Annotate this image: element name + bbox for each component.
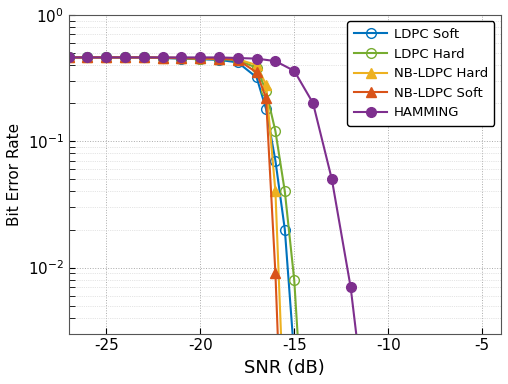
LDPC Hard bbox=[197, 56, 203, 61]
NB-LDPC Hard bbox=[84, 55, 90, 60]
NB-LDPC Soft bbox=[178, 56, 184, 60]
LDPC Hard bbox=[235, 58, 241, 62]
Legend: LDPC Soft, LDPC Hard, NB-LDPC Hard, NB-LDPC Soft, HAMMING: LDPC Soft, LDPC Hard, NB-LDPC Hard, NB-L… bbox=[347, 22, 494, 126]
NB-LDPC Soft bbox=[160, 55, 166, 60]
Line: NB-LDPC Soft: NB-LDPC Soft bbox=[64, 53, 290, 384]
HAMMING bbox=[347, 285, 354, 290]
NB-LDPC Soft bbox=[216, 56, 222, 61]
NB-LDPC Hard bbox=[272, 189, 278, 194]
HAMMING bbox=[329, 177, 335, 182]
NB-LDPC Hard bbox=[122, 55, 128, 60]
NB-LDPC Hard bbox=[216, 56, 222, 61]
HAMMING bbox=[235, 56, 241, 60]
LDPC Soft bbox=[272, 159, 278, 163]
NB-LDPC Hard bbox=[253, 63, 260, 67]
LDPC Soft bbox=[253, 75, 260, 79]
HAMMING bbox=[310, 101, 316, 106]
Line: HAMMING: HAMMING bbox=[64, 53, 374, 384]
LDPC Hard bbox=[272, 129, 278, 134]
LDPC Soft bbox=[216, 58, 222, 62]
LDPC Hard bbox=[141, 55, 147, 60]
NB-LDPC Hard bbox=[103, 55, 109, 60]
NB-LDPC Soft bbox=[84, 55, 90, 60]
Line: NB-LDPC Hard: NB-LDPC Hard bbox=[64, 53, 290, 384]
LDPC Hard bbox=[160, 56, 166, 60]
LDPC Soft bbox=[122, 55, 128, 60]
LDPC Soft bbox=[282, 227, 288, 232]
NB-LDPC Soft bbox=[235, 58, 241, 62]
LDPC Hard bbox=[103, 55, 109, 60]
LDPC Hard bbox=[122, 55, 128, 60]
NB-LDPC Soft bbox=[66, 55, 72, 60]
LDPC Hard bbox=[291, 278, 297, 282]
LDPC Soft bbox=[66, 55, 72, 60]
NB-LDPC Soft bbox=[197, 56, 203, 61]
Y-axis label: Bit Error Rate: Bit Error Rate bbox=[7, 122, 22, 226]
LDPC Hard bbox=[84, 55, 90, 60]
LDPC Soft bbox=[103, 55, 109, 60]
NB-LDPC Hard bbox=[263, 82, 269, 87]
Line: LDPC Hard: LDPC Hard bbox=[64, 53, 308, 384]
HAMMING bbox=[197, 55, 203, 60]
LDPC Soft bbox=[141, 55, 147, 60]
LDPC Hard bbox=[66, 55, 72, 60]
HAMMING bbox=[84, 55, 90, 60]
LDPC Soft bbox=[263, 107, 269, 111]
NB-LDPC Soft bbox=[263, 96, 269, 100]
LDPC Hard bbox=[282, 189, 288, 194]
LDPC Soft bbox=[84, 55, 90, 60]
HAMMING bbox=[216, 55, 222, 60]
LDPC Soft bbox=[291, 354, 297, 358]
LDPC Soft bbox=[160, 56, 166, 60]
HAMMING bbox=[178, 55, 184, 60]
NB-LDPC Hard bbox=[197, 56, 203, 61]
NB-LDPC Soft bbox=[272, 271, 278, 276]
LDPC Hard bbox=[263, 89, 269, 93]
NB-LDPC Soft bbox=[122, 55, 128, 60]
NB-LDPC Soft bbox=[141, 55, 147, 60]
HAMMING bbox=[122, 55, 128, 60]
NB-LDPC Soft bbox=[253, 70, 260, 75]
HAMMING bbox=[272, 59, 278, 63]
HAMMING bbox=[160, 55, 166, 60]
Line: LDPC Soft: LDPC Soft bbox=[64, 53, 308, 384]
NB-LDPC Hard bbox=[160, 55, 166, 60]
LDPC Soft bbox=[235, 60, 241, 65]
NB-LDPC Soft bbox=[103, 55, 109, 60]
LDPC Soft bbox=[178, 56, 184, 61]
X-axis label: SNR (dB): SNR (dB) bbox=[244, 359, 325, 377]
LDPC Hard bbox=[253, 66, 260, 70]
LDPC Hard bbox=[178, 56, 184, 61]
NB-LDPC Hard bbox=[235, 57, 241, 61]
NB-LDPC Hard bbox=[141, 55, 147, 60]
LDPC Soft bbox=[197, 57, 203, 61]
NB-LDPC Hard bbox=[66, 55, 72, 60]
LDPC Hard bbox=[216, 57, 222, 61]
HAMMING bbox=[141, 55, 147, 60]
HAMMING bbox=[291, 69, 297, 73]
HAMMING bbox=[103, 55, 109, 60]
HAMMING bbox=[66, 55, 72, 60]
NB-LDPC Hard bbox=[178, 56, 184, 60]
HAMMING bbox=[253, 56, 260, 61]
